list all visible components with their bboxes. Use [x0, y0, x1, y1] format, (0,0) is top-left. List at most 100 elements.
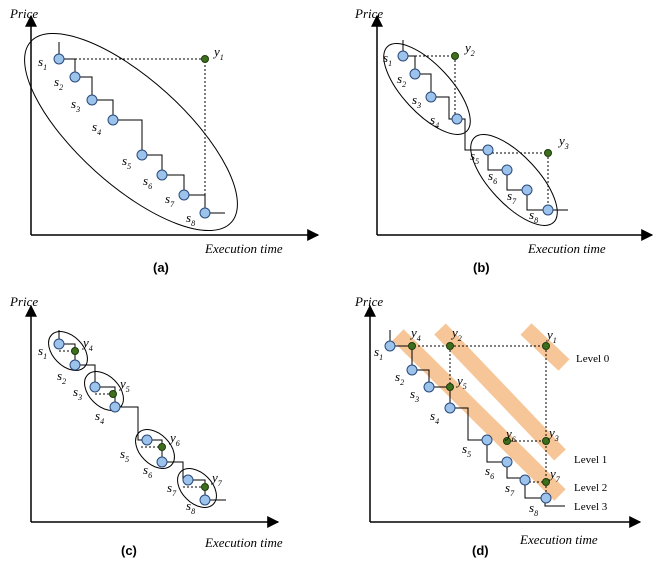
panel-b-label-y3: y3 — [557, 133, 569, 151]
panel-c-node-s6 — [156, 456, 168, 468]
panel-c-label-s6: s6 — [143, 462, 152, 480]
panel-b-label-s1: s1 — [383, 50, 392, 68]
panel-c-group-ellipse-2 — [84, 371, 124, 411]
panel-b-label-s2: s2 — [397, 71, 406, 89]
panel-d-label-s8: s8 — [529, 500, 538, 518]
panel-d-label-s7: s7 — [505, 480, 515, 498]
panel-c-label-s7: s7 — [167, 480, 177, 498]
panel-a-node-s5 — [136, 149, 148, 161]
panel-b-group-ellipse-2 — [470, 134, 558, 226]
panel-c-label: (c) — [121, 543, 137, 558]
panel-d-ylabel: Price — [354, 294, 383, 309]
panel-c-node-y4 — [71, 347, 79, 355]
panel-d-label-s4: s4 — [430, 408, 439, 426]
panel-c-node-y7 — [201, 483, 209, 491]
panel-a-node-s2 — [69, 71, 81, 83]
panel-c-label-s1: s1 — [38, 343, 47, 361]
panel-a-node-s3 — [86, 94, 98, 106]
panel-a-label-s6: s6 — [143, 173, 152, 191]
panel-a-label-s7: s7 — [165, 191, 175, 209]
panel-c-ylabel: Price — [9, 294, 38, 309]
panel-d-label-s5: s5 — [462, 441, 471, 459]
panel-c-node-s5 — [141, 434, 153, 446]
panel-c-node-s1 — [53, 338, 65, 350]
panel-a-label: (a) — [153, 260, 169, 275]
panel-c-label-s4: s4 — [95, 408, 104, 426]
panel-c-node-s4 — [109, 401, 121, 413]
panel-b-node-s2 — [409, 68, 421, 80]
panel-a-node-y1 — [201, 55, 209, 63]
panel-d-label-y5: y5 — [455, 373, 467, 391]
panel-c-label-y7: y7 — [210, 470, 223, 488]
panel-c-label-s8: s8 — [186, 498, 195, 516]
panel-d-label-y4: y4 — [409, 325, 421, 343]
panel-b-ylabel: Price — [354, 6, 383, 21]
panel-a-xlabel: Execution time — [204, 241, 283, 256]
panel-b-label: (b) — [473, 260, 490, 275]
panel-c-group-ellipse-1 — [48, 331, 88, 371]
panel-d-node-y4 — [408, 342, 416, 350]
panel-b-step-path — [402, 40, 568, 211]
panel-d-level-2: Level 2 — [574, 482, 607, 494]
panel-b-xlabel: Execution time — [527, 241, 606, 256]
panel-d-node-s3 — [423, 381, 435, 393]
panel-a: Price Execution time (a) s1 s2 s3 s4 s5 … — [9, 6, 320, 275]
panel-d-label-s2: s2 — [395, 369, 404, 387]
panel-d-node-y3 — [542, 437, 550, 445]
panel-b-node-y3 — [544, 149, 552, 157]
panel-d-label-y1: y1 — [545, 327, 557, 345]
panel-b-node-s6 — [501, 164, 513, 176]
panel-d-level-0: Level 0 — [576, 353, 610, 365]
panel-b-label-s8: s8 — [529, 207, 538, 225]
panel-c-label-s2: s2 — [57, 368, 66, 386]
panel-d-node-s4 — [444, 402, 456, 414]
panel-a-label-s1: s1 — [38, 54, 47, 72]
panel-a-group-ellipse — [24, 32, 238, 232]
panel-d-label-y7: y7 — [548, 466, 561, 484]
panel-a-label-s3: s3 — [71, 96, 80, 114]
panel-d-node-s1 — [384, 340, 396, 352]
panel-d-level-3: Level 3 — [574, 501, 608, 513]
panel-b-label-s4: s4 — [430, 112, 439, 130]
panel-b-group-ellipse-1 — [383, 43, 471, 135]
panel-b-label-s5: s5 — [470, 148, 479, 166]
panel-c-node-s7 — [182, 474, 194, 486]
panel-a-node-s7 — [178, 189, 190, 201]
panel-c: Price Execution time (c) s1 s2 s3 s4 s5 … — [9, 294, 283, 558]
panel-a-label-s8: s8 — [186, 210, 195, 228]
panel-d-node-y6 — [503, 437, 511, 445]
panel-a-node-s4 — [107, 114, 119, 126]
panel-a-node-s1 — [53, 53, 65, 65]
panel-b-label-s7: s7 — [507, 188, 517, 206]
panel-d-xlabel: Execution time — [519, 532, 598, 547]
panel-c-label-y6: y6 — [168, 430, 180, 448]
panel-d-node-s2 — [406, 364, 418, 376]
panel-a-label-s5: s5 — [122, 153, 131, 171]
panel-c-label-y4: y4 — [81, 335, 93, 353]
panel-c-node-y6 — [158, 443, 166, 451]
panel-d-label-s1: s1 — [374, 344, 383, 362]
panel-d-node-s8 — [540, 492, 552, 504]
panel-d-node-s5 — [481, 434, 493, 446]
panel-d-label-y2: y2 — [450, 325, 462, 343]
panel-b-label-y2: y2 — [463, 40, 475, 58]
panel-b-node-s5 — [482, 144, 494, 156]
panel-d-node-y7 — [542, 478, 550, 486]
panel-d-label-y6: y6 — [504, 426, 516, 444]
panel-a-node-s8 — [199, 207, 211, 219]
panel-d-band-level1 — [434, 323, 566, 461]
panel-d-label-y3: y3 — [547, 425, 559, 443]
panel-b: Price Execution time (b) s1 s2 s3 s4 s5 … — [354, 6, 654, 275]
panel-a-step-path — [58, 42, 225, 214]
panel-c-node-s8 — [199, 494, 211, 506]
panel-a-label-y1: y1 — [212, 44, 224, 62]
panel-a-ylabel: Price — [9, 6, 38, 21]
panel-c-group-ellipse-3 — [135, 429, 175, 469]
panel-b-dotted-guides-1 — [403, 55, 456, 119]
panel-b-node-s8 — [542, 204, 554, 216]
panel-d-node-y2 — [446, 342, 454, 350]
panel-d-label-s6: s6 — [485, 463, 494, 481]
panel-a-label-s4: s4 — [92, 119, 101, 137]
panel-c-group-ellipse-4 — [177, 468, 217, 508]
panel-c-node-s2 — [69, 359, 81, 371]
